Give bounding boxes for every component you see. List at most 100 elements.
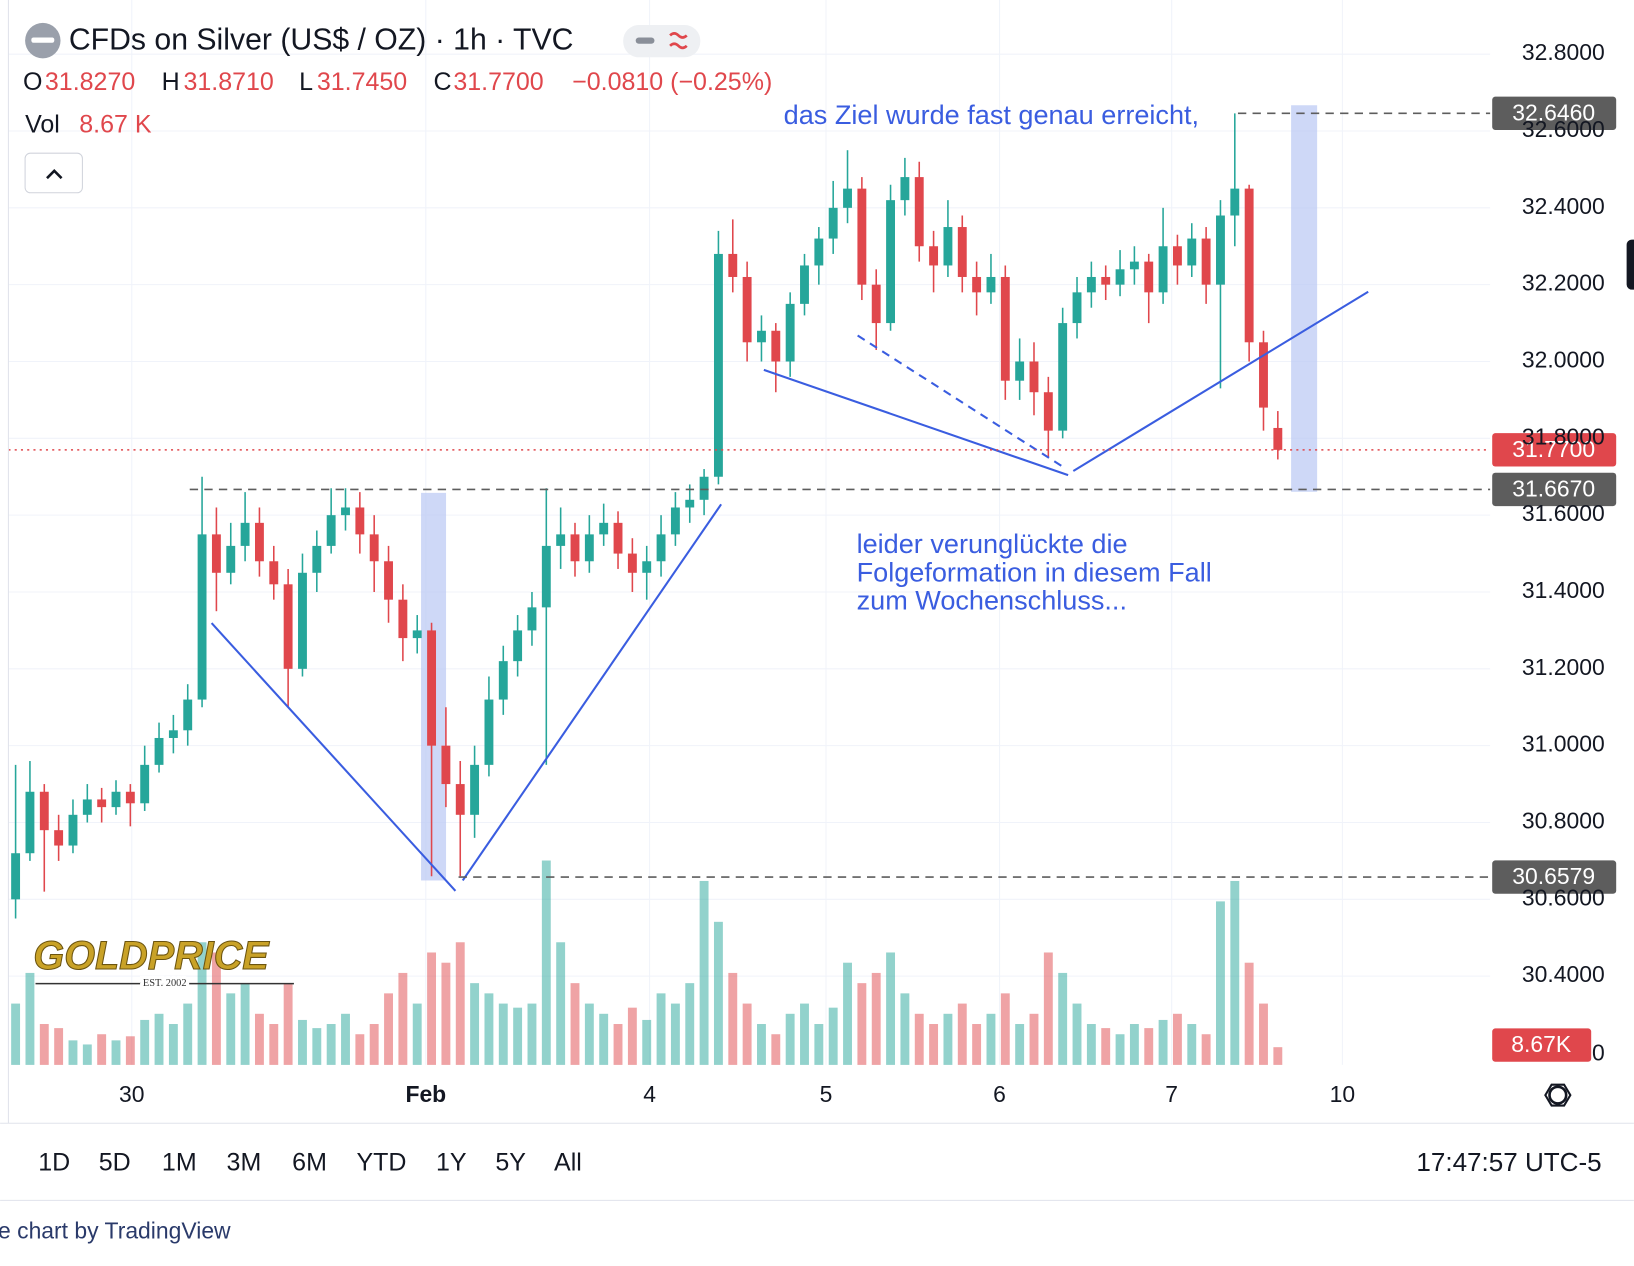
scroll-handle[interactable] bbox=[1626, 239, 1634, 290]
timeframe-button[interactable]: 6M bbox=[292, 1148, 327, 1176]
candle-body bbox=[1072, 292, 1082, 324]
ohlc-value: 31.8710 bbox=[183, 68, 273, 96]
candle-body bbox=[168, 730, 178, 738]
timeframe-button[interactable]: YTD bbox=[356, 1148, 406, 1176]
candle-body bbox=[1115, 269, 1125, 285]
volume-bar bbox=[814, 1024, 824, 1065]
y-tick-label: 32.4000 bbox=[1522, 193, 1605, 219]
annotation: leider verunglückte die bbox=[857, 528, 1128, 559]
y-tick-label: 32.6000 bbox=[1522, 116, 1605, 142]
volume-bar bbox=[857, 983, 867, 1065]
candle-body bbox=[584, 534, 594, 562]
timeframe-button[interactable]: All bbox=[554, 1148, 582, 1176]
timeframe-button[interactable]: 1Y bbox=[436, 1148, 467, 1176]
volume-bar bbox=[843, 962, 852, 1065]
candle-body bbox=[556, 534, 566, 546]
candle-body bbox=[355, 507, 365, 535]
candle-body bbox=[599, 522, 609, 535]
candle-body bbox=[455, 784, 465, 815]
volume-bar bbox=[713, 921, 723, 1065]
candle-body bbox=[412, 630, 422, 639]
volume-level-label: 8.67K bbox=[1511, 1031, 1572, 1057]
candle-body bbox=[283, 584, 293, 669]
volume-key: Vol bbox=[25, 111, 60, 139]
candle-body bbox=[25, 791, 35, 854]
annotation: das Ziel wurde fast genau erreicht, bbox=[784, 99, 1199, 130]
candle-body bbox=[140, 764, 150, 804]
timeframe-button[interactable]: 3M bbox=[227, 1148, 262, 1176]
pill-icon bbox=[635, 37, 655, 44]
volume-bar bbox=[1015, 1024, 1025, 1065]
volume-bar bbox=[154, 1013, 164, 1065]
level-box bbox=[1492, 96, 1617, 130]
volume-bar bbox=[642, 1019, 652, 1065]
candle-body bbox=[627, 553, 637, 573]
candle-body bbox=[699, 476, 709, 500]
candle-body bbox=[800, 265, 809, 304]
timeframe-button[interactable]: 5Y bbox=[495, 1148, 526, 1176]
candle-body bbox=[843, 188, 852, 208]
volume-bar bbox=[1129, 1024, 1139, 1065]
candle-body bbox=[498, 661, 508, 700]
candle-body bbox=[441, 745, 451, 785]
volume-pane bbox=[11, 860, 1283, 1065]
trend-line bbox=[763, 368, 1069, 477]
candle-body bbox=[728, 253, 738, 277]
footer[interactable]: e chart by TradingView bbox=[0, 1218, 231, 1244]
volume-value: 8.67 K bbox=[79, 111, 152, 139]
level-label: 32.6460 bbox=[1512, 99, 1595, 125]
trend-line bbox=[461, 503, 722, 882]
volume-bar bbox=[326, 1024, 336, 1065]
volume-bar bbox=[656, 993, 666, 1065]
x-tick-label: 30 bbox=[119, 1081, 144, 1107]
candle-body bbox=[1259, 342, 1268, 408]
volume-bar bbox=[1043, 952, 1053, 1065]
candle-body bbox=[312, 545, 322, 573]
logo-bar bbox=[31, 37, 55, 43]
level-box bbox=[1492, 860, 1617, 894]
candle-body bbox=[298, 572, 307, 669]
candle-body bbox=[513, 630, 523, 662]
y-tick-label: 32.0000 bbox=[1522, 347, 1605, 373]
candle-body bbox=[1015, 361, 1025, 381]
volume-bar bbox=[670, 1003, 680, 1065]
volume-bar bbox=[25, 972, 35, 1065]
timeframe-button[interactable]: 5D bbox=[99, 1148, 131, 1176]
level-label: 31.7700 bbox=[1512, 436, 1595, 462]
volume-bar bbox=[1230, 880, 1240, 1065]
clock: 17:47:57 UTC-5 bbox=[1416, 1147, 1601, 1177]
symbol-title[interactable]: CFDs on Silver (US$ / OZ) · 1h · TVC bbox=[69, 24, 574, 57]
ohlc-value: 31.8270 bbox=[45, 68, 135, 96]
candle-body bbox=[111, 791, 121, 808]
volume-bar bbox=[685, 983, 695, 1065]
annotation: zum Wochenschluss... bbox=[857, 584, 1127, 615]
candle-body bbox=[39, 791, 49, 831]
ohlc-key: L bbox=[299, 68, 313, 96]
candle-body bbox=[929, 246, 939, 266]
timeframe-button[interactable]: 1D bbox=[38, 1148, 70, 1176]
level-box bbox=[1492, 472, 1617, 507]
ohlc-key: C bbox=[434, 68, 452, 96]
y-tick-label: 32.8000 bbox=[1522, 39, 1605, 65]
volume-bar bbox=[97, 1034, 107, 1065]
volume-bar bbox=[470, 983, 480, 1065]
trend-lines bbox=[210, 290, 1369, 892]
y-tick-label: 32.2000 bbox=[1522, 270, 1605, 296]
candle-body bbox=[957, 227, 967, 277]
volume-bar bbox=[384, 993, 393, 1065]
y-tick-label: 31.2000 bbox=[1522, 654, 1605, 680]
grid bbox=[8, 0, 1491, 1065]
volume-bar bbox=[398, 972, 408, 1065]
volume-bar bbox=[728, 972, 738, 1065]
candle-body bbox=[570, 534, 580, 562]
candle-body bbox=[1172, 246, 1182, 266]
volume-bar bbox=[1086, 1024, 1096, 1065]
volume-bar bbox=[240, 983, 250, 1065]
candle-body bbox=[886, 200, 896, 324]
candle-body bbox=[1086, 276, 1096, 293]
candle-body bbox=[914, 177, 924, 247]
volume-bar bbox=[312, 1028, 322, 1065]
indicator-pill[interactable] bbox=[623, 25, 701, 58]
timeframe-button[interactable]: 1M bbox=[162, 1148, 197, 1176]
settings-icon[interactable] bbox=[1548, 1085, 1568, 1105]
